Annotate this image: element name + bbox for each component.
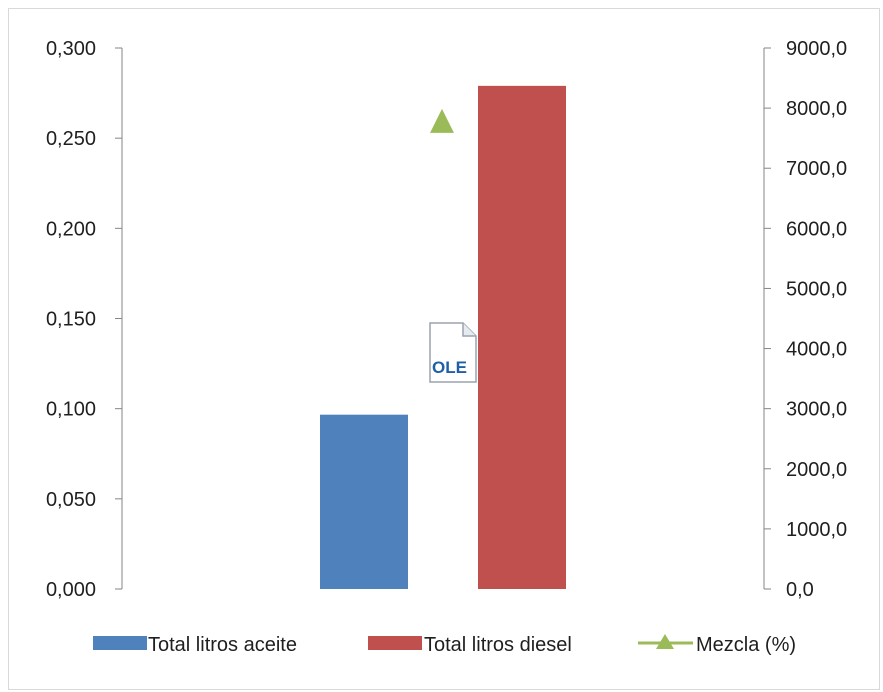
left-tick-label: 0,300 — [46, 38, 96, 60]
ole-object-icon: OLE — [429, 322, 477, 383]
ole-label: OLE — [432, 358, 467, 377]
legend-marker-swatch — [656, 634, 674, 649]
left-tick-label: 0,150 — [46, 309, 96, 331]
markers — [430, 108, 454, 133]
legend-swatch — [93, 636, 147, 650]
right-tick-label: 6000,0 — [786, 218, 847, 240]
left-tick-label: 0,200 — [46, 218, 96, 240]
left-axis: 0,000 0,050 0,100 0,150 0,200 0,250 0,300 — [46, 38, 123, 601]
right-tick-label: 0,0 — [786, 579, 814, 601]
right-tick-label: 5000,0 — [786, 278, 847, 300]
right-tick-label: 7000,0 — [786, 158, 847, 180]
left-tick-label: 0,000 — [46, 579, 96, 601]
right-tick-label: 3000,0 — [786, 399, 847, 421]
legend: Total litros aceite Total litros diesel Me… — [93, 634, 796, 656]
right-tick-label: 8000,0 — [786, 98, 847, 120]
legend-label: Total litros aceite — [148, 634, 297, 656]
left-tick-label: 0,050 — [46, 489, 96, 511]
left-tick-label: 0,100 — [46, 399, 96, 421]
bar-diesel — [478, 85, 566, 590]
right-tick-label: 2000,0 — [786, 459, 847, 481]
bar-aceite — [320, 414, 408, 589]
right-tick-label: 1000,0 — [786, 519, 847, 541]
legend-swatch — [368, 636, 422, 650]
mezcla-marker — [430, 108, 454, 133]
bars — [320, 85, 566, 590]
legend-label: Total litros diesel — [424, 634, 572, 656]
legend-label: Mezcla (%) — [696, 634, 796, 656]
right-axis: 0,0 1000,0 2000,0 3000,0 4000,0 5000,0 6000,0 7… — [763, 38, 847, 601]
right-tick-label: 9000,0 — [786, 38, 847, 60]
right-tick-label: 4000,0 — [786, 339, 847, 361]
left-tick-label: 0,250 — [46, 128, 96, 150]
